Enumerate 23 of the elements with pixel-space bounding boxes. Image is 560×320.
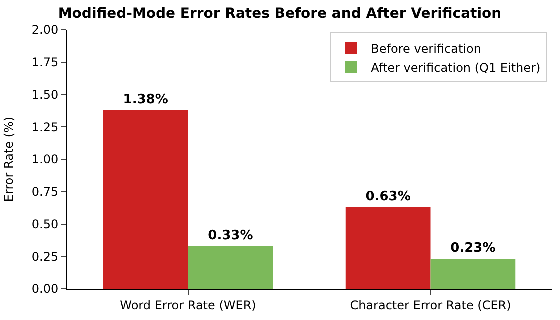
x-tick-label: Word Error Rate (WER) bbox=[120, 298, 256, 312]
legend-label: After verification (Q1 Either) bbox=[371, 60, 541, 75]
y-axis-title: Error Rate (%) bbox=[2, 116, 16, 202]
data-label: 0.33% bbox=[208, 228, 254, 244]
bar bbox=[430, 259, 516, 289]
y-tick-label: 0.00 bbox=[32, 282, 59, 296]
bar bbox=[103, 110, 188, 289]
x-tick-label: Character Error Rate (CER) bbox=[350, 298, 512, 312]
y-tick-label: 0.25 bbox=[32, 250, 59, 264]
y-tick-label: 1.50 bbox=[32, 88, 59, 102]
chart-title: Modified-Mode Error Rates Before and After Verification bbox=[58, 6, 502, 22]
data-label: 0.63% bbox=[366, 189, 411, 204]
y-tick-label: 1.25 bbox=[32, 120, 59, 134]
y-tick-label: 0.50 bbox=[32, 217, 59, 232]
bar bbox=[188, 246, 274, 289]
data-label: 1.38% bbox=[123, 92, 168, 108]
y-tick-label: 2.00 bbox=[32, 23, 59, 38]
bar bbox=[346, 207, 431, 289]
y-tick-label: 1.75 bbox=[32, 56, 59, 70]
y-tick-label: 0.75 bbox=[32, 185, 59, 200]
legend-label: Before verification bbox=[371, 42, 482, 56]
y-tick-label: 1.00 bbox=[32, 152, 59, 167]
data-label: 0.23% bbox=[450, 241, 496, 256]
